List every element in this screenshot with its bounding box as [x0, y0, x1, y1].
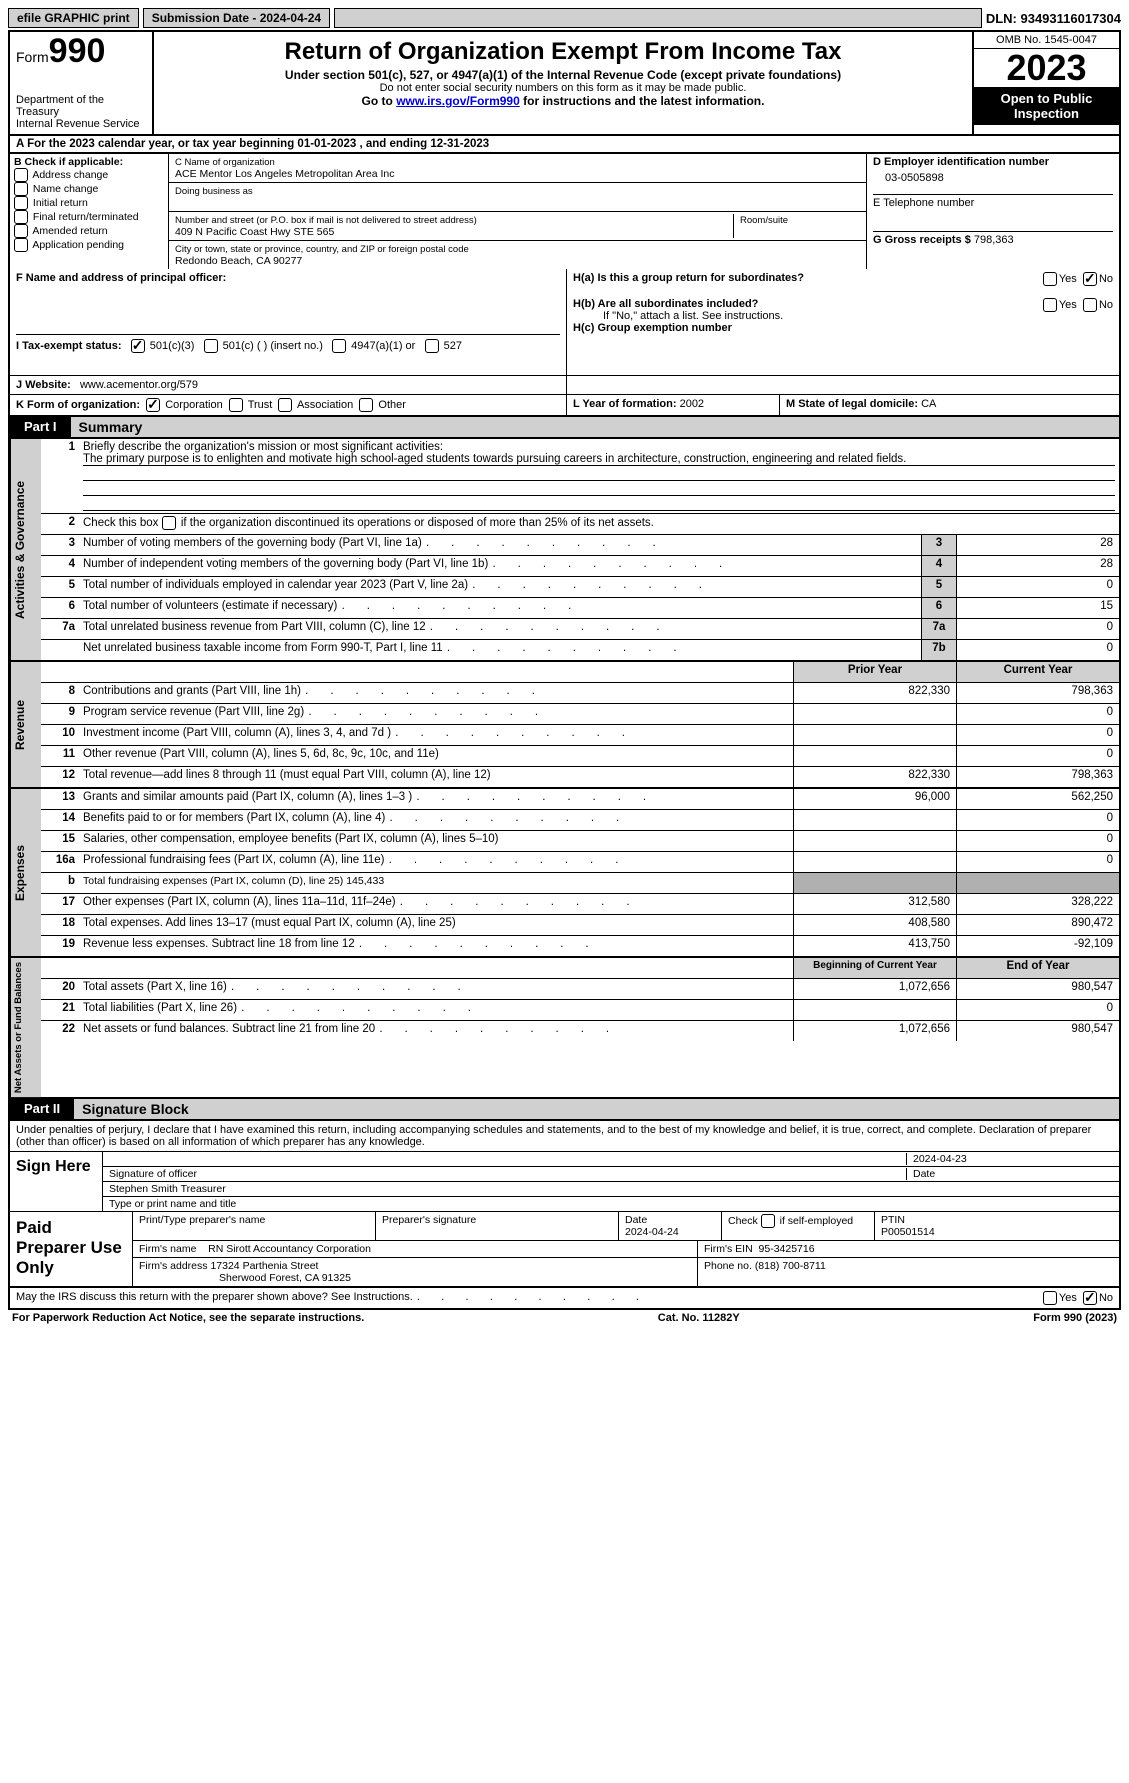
hb-no[interactable] [1083, 298, 1097, 312]
street-address: 409 N Pacific Coast Hwy STE 565 [175, 226, 334, 238]
checkbox-application-pending[interactable] [14, 238, 28, 252]
line2-checkbox[interactable] [162, 516, 176, 530]
checkbox-final-return[interactable] [14, 210, 28, 224]
paid-preparer-label: Paid Preparer Use Only [10, 1212, 133, 1286]
ein-value: 03-0505898 [873, 168, 1113, 194]
d-ein-label: D Employer identification number [873, 156, 1049, 168]
expenses-section: Expenses 13Grants and similar amounts pa… [8, 789, 1121, 958]
toolbar-spacer [334, 8, 982, 28]
paperwork-notice: For Paperwork Reduction Act Notice, see … [12, 1312, 364, 1324]
city-state-zip: Redondo Beach, CA 90277 [175, 255, 302, 267]
vtab-netassets: Net Assets or Fund Balances [10, 958, 41, 1097]
gross-receipts: 798,363 [974, 234, 1014, 246]
form-header: Form990 Department of the Treasury Inter… [8, 30, 1121, 136]
irs-label: Internal Revenue Service [16, 118, 146, 130]
row-j-website: J Website: www.acementor.org/579 [8, 376, 1121, 395]
hb-yes[interactable] [1043, 298, 1057, 312]
sign-here-label: Sign Here [10, 1152, 103, 1211]
k-other[interactable] [359, 398, 373, 412]
k-trust[interactable] [229, 398, 243, 412]
subtitle-2: Do not enter social security numbers on … [160, 82, 966, 94]
section-c: C Name of organization ACE Mentor Los An… [169, 154, 867, 269]
officer-name: Stephen Smith Treasurer [109, 1183, 1113, 1195]
perjury-statement: Under penalties of perjury, I declare th… [8, 1121, 1121, 1152]
form-number: 990 [49, 32, 106, 70]
section-deg: D Employer identification number 03-0505… [867, 154, 1119, 269]
org-name: ACE Mentor Los Angeles Metropolitan Area… [175, 168, 394, 180]
form-footer: Form 990 (2023) [1033, 1312, 1117, 1324]
e-phone-label: E Telephone number [873, 197, 974, 209]
city-label: City or town, state or province, country… [175, 244, 469, 255]
part1-tab: Part I [10, 417, 71, 437]
subtitle-1: Under section 501(c), 527, or 4947(a)(1)… [160, 68, 966, 82]
website-value: www.acementor.org/579 [80, 379, 198, 391]
form-title-block: Return of Organization Exempt From Incom… [154, 32, 972, 134]
self-employed-checkbox[interactable] [761, 1214, 775, 1228]
tax-year: 2023 [974, 49, 1119, 87]
discuss-row: May the IRS discuss this return with the… [8, 1288, 1121, 1310]
paid-preparer-block: Paid Preparer Use Only Print/Type prepar… [8, 1212, 1121, 1288]
vtab-activities: Activities & Governance [10, 439, 41, 660]
ptin-value: P00501514 [881, 1226, 935, 1238]
subtitle-3: Go to www.irs.gov/Form990 for instructio… [160, 94, 966, 108]
vtab-expenses: Expenses [10, 789, 41, 956]
line3-val: 28 [956, 535, 1119, 555]
cat-number: Cat. No. 11282Y [658, 1312, 740, 1324]
instructions-link[interactable]: www.irs.gov/Form990 [396, 94, 520, 108]
line-a-year: A For the 2023 calendar year, or tax yea… [8, 136, 1121, 153]
dba-label: Doing business as [175, 186, 253, 197]
top-toolbar: efile GRAPHIC print Submission Date - 20… [8, 8, 1121, 28]
form-label: Form [16, 49, 49, 65]
efile-button[interactable]: efile GRAPHIC print [8, 8, 139, 28]
checkbox-initial-return[interactable] [14, 196, 28, 210]
part2-header: Part II Signature Block [8, 1099, 1121, 1121]
mission-text: The primary purpose is to enlighten and … [83, 453, 1115, 466]
address-label: Number and street (or P.O. box if mail i… [175, 215, 477, 226]
row-klm: K Form of organization: Corporation Trus… [8, 395, 1121, 417]
checkbox-amended-return[interactable] [14, 224, 28, 238]
part1-header: Part I Summary [8, 417, 1121, 439]
sign-here-block: Sign Here 2024-04-23 Signature of office… [8, 1152, 1121, 1212]
form-id-block: Form990 Department of the Treasury Inter… [10, 32, 154, 134]
k-corp[interactable] [146, 398, 160, 412]
page-footer: For Paperwork Reduction Act Notice, see … [8, 1310, 1121, 1326]
submission-date: Submission Date - 2024-04-24 [143, 8, 330, 28]
vtab-revenue: Revenue [10, 662, 41, 787]
part1-title: Summary [71, 417, 1119, 437]
i-tax-exempt-label: I Tax-exempt status: [16, 340, 122, 352]
checkbox-4947[interactable] [332, 339, 346, 353]
part2-tab: Part II [10, 1099, 74, 1119]
dept-treasury: Department of the Treasury [16, 94, 146, 118]
c-name-label: C Name of organization [175, 157, 275, 168]
k-assoc[interactable] [278, 398, 292, 412]
activities-governance: Activities & Governance 1 Briefly descri… [8, 439, 1121, 662]
discuss-yes[interactable] [1043, 1291, 1057, 1305]
form-year-block: OMB No. 1545-0047 2023 Open to Public In… [972, 32, 1119, 134]
ha-yes[interactable] [1043, 272, 1057, 286]
row-f-h: F Name and address of principal officer:… [8, 269, 1121, 376]
room-label: Room/suite [740, 215, 788, 226]
checkbox-address-change[interactable] [14, 168, 28, 182]
net-assets-section: Net Assets or Fund Balances Beginning of… [8, 958, 1121, 1099]
form-title: Return of Organization Exempt From Incom… [160, 38, 966, 66]
g-gross-label: G Gross receipts $ [873, 234, 971, 246]
open-inspection: Open to Public Inspection [974, 87, 1119, 125]
dln-label: DLN: 93493116017304 [986, 11, 1121, 26]
f-officer-label: F Name and address of principal officer: [16, 272, 226, 284]
ha-no[interactable] [1083, 272, 1097, 286]
firm-name: RN Sirott Accountancy Corporation [208, 1243, 371, 1255]
checkbox-name-change[interactable] [14, 182, 28, 196]
revenue-section: Revenue Prior YearCurrent Year 8Contribu… [8, 662, 1121, 789]
section-b: B Check if applicable: Address change Na… [10, 154, 169, 269]
part2-title: Signature Block [74, 1099, 1119, 1119]
checkbox-501c3[interactable] [131, 339, 145, 353]
checkbox-527[interactable] [425, 339, 439, 353]
section-bcdeg: B Check if applicable: Address change Na… [8, 153, 1121, 269]
checkbox-501c[interactable] [204, 339, 218, 353]
discuss-no[interactable] [1083, 1291, 1097, 1305]
